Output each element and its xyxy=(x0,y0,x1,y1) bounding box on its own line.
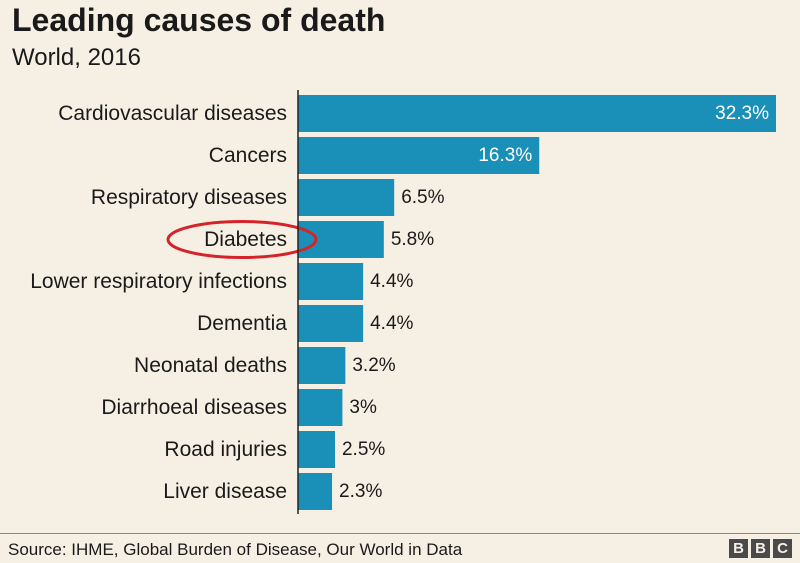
category-label-0: Cardiovascular diseases xyxy=(58,102,287,125)
footer-divider xyxy=(0,533,800,534)
value-label-2: 6.5% xyxy=(401,187,444,208)
value-label-9: 2.3% xyxy=(339,481,382,502)
value-label-8: 2.5% xyxy=(342,439,385,460)
bar-4 xyxy=(298,263,364,300)
category-label-9: Liver disease xyxy=(163,480,287,503)
category-label-6: Neonatal deaths xyxy=(134,354,287,377)
chart-title: Leading causes of death xyxy=(12,2,386,38)
category-label-2: Respiratory diseases xyxy=(91,186,287,209)
bbc-logo-letter-1: B xyxy=(729,539,748,558)
bbc-logo-letter-2: B xyxy=(751,539,770,558)
category-label-7: Diarrhoeal diseases xyxy=(101,396,287,419)
bar-3 xyxy=(298,221,384,258)
category-label-3: Diabetes xyxy=(204,228,287,251)
highlight-circle xyxy=(166,220,318,259)
bar-5 xyxy=(298,305,364,342)
chart-subtitle: World, 2016 xyxy=(12,44,141,71)
value-label-6: 3.2% xyxy=(352,355,395,376)
value-label-3: 5.8% xyxy=(391,229,434,250)
category-label-5: Dementia xyxy=(197,312,287,335)
value-label-1: 16.3% xyxy=(478,145,532,166)
bar-6 xyxy=(298,347,346,384)
category-label-4: Lower respiratory infections xyxy=(30,270,287,293)
bar-9 xyxy=(298,473,333,510)
value-label-7: 3% xyxy=(349,397,377,418)
bar-1 xyxy=(298,137,540,174)
value-label-4: 4.4% xyxy=(370,271,413,292)
source-note: Source: IHME, Global Burden of Disease, … xyxy=(8,540,463,559)
category-label-1: Cancers xyxy=(209,144,287,167)
bbc-logo-letter-3: C xyxy=(773,539,792,558)
bar-0 xyxy=(298,95,776,132)
bar-2 xyxy=(298,179,395,216)
bbc-logo: B B C xyxy=(729,539,792,558)
value-label-5: 4.4% xyxy=(370,313,413,334)
bar-8 xyxy=(298,431,335,468)
bar-7 xyxy=(298,389,343,426)
category-label-8: Road injuries xyxy=(164,438,287,461)
value-label-0: 32.3% xyxy=(715,103,769,124)
